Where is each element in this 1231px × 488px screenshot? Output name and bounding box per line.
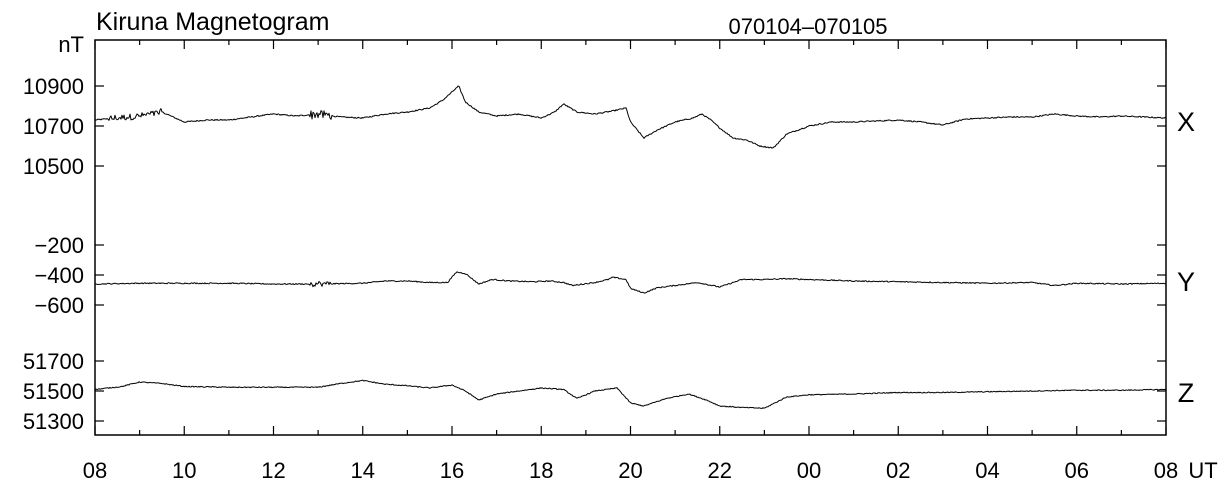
trace-x [94, 85, 1167, 149]
panels: 109001070010500X−200−400−600Y51700515005… [23, 74, 1195, 434]
trace-y [94, 271, 1167, 294]
trace-z [94, 379, 1167, 409]
y-tick-label: −600 [34, 293, 84, 318]
component-label-y: Y [1177, 267, 1195, 297]
x-tick-label: 20 [618, 458, 642, 483]
x-tick-label: 18 [529, 458, 553, 483]
x-tick-label: 12 [261, 458, 285, 483]
date-range-label: 070104–070105 [728, 14, 887, 39]
component-label-z: Z [1178, 378, 1195, 408]
x-tick-label: 14 [351, 458, 375, 483]
y-tick-label: 10700 [23, 114, 84, 139]
x-tick-label: 10 [172, 458, 196, 483]
x-axis: 08 10 12 14 16 18 20 22 00 02 04 06 08 [83, 40, 1178, 483]
panel-y: −200 −400 −600 Y [34, 233, 1195, 318]
panel-z: 51700 51500 51300 Z [23, 349, 1194, 434]
x-tick-label: 04 [975, 458, 999, 483]
y-tick-label: 10900 [23, 74, 84, 99]
x-tick-label: 08 [1154, 458, 1178, 483]
y-tick-label: 51300 [23, 409, 84, 434]
y-tick-label: −400 [34, 263, 84, 288]
y-tick-label: 51500 [23, 379, 84, 404]
x-tick-label: 08 [83, 458, 107, 483]
x-unit-label: UT [1188, 458, 1217, 483]
component-label-x: X [1177, 107, 1195, 137]
x-tick-label: 00 [797, 458, 821, 483]
y-tick-label: 51700 [23, 349, 84, 374]
x-tick-label: 16 [440, 458, 464, 483]
panel-x: 10900 10700 10500 X [23, 74, 1195, 179]
y-tick-label: 10500 [23, 154, 84, 179]
plot-frame [94, 39, 1167, 436]
chart-title: Kiruna Magnetogram [96, 8, 329, 36]
y-unit-label: nT [58, 32, 84, 57]
y-tick-label: −200 [34, 233, 84, 258]
x-tick-label: 06 [1065, 458, 1089, 483]
x-tick-label: 02 [886, 458, 910, 483]
x-tick-label: 22 [708, 458, 732, 483]
